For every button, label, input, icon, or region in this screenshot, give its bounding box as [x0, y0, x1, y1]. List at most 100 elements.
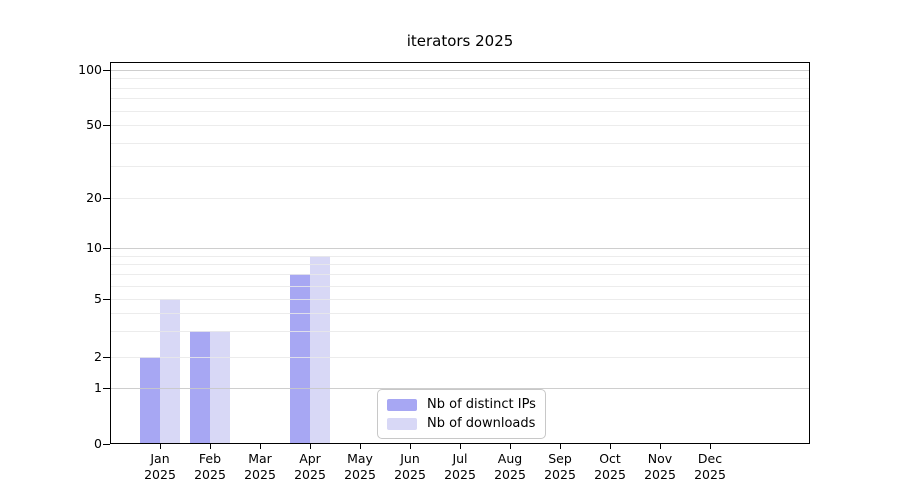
x-tick-month: Jan [150, 451, 170, 466]
bar-distinct-ips-jan [140, 357, 160, 444]
y-tick-label: 2 [94, 349, 102, 364]
y-tick-label: 20 [86, 190, 102, 205]
x-tick-label: Jun 2025 [380, 451, 440, 482]
x-tick-mark [510, 444, 511, 449]
x-tick-month: Sep [548, 451, 572, 466]
x-tick-year: 2025 [144, 466, 176, 482]
legend-swatch-downloads [387, 417, 417, 430]
x-tick-label: Aug 2025 [480, 451, 540, 482]
x-tick-label: Oct 2025 [580, 451, 640, 482]
y-gridline-minor [110, 357, 810, 358]
plot-spine-right [809, 62, 810, 444]
legend-label-distinct-ips: Nb of distinct IPs [427, 397, 536, 412]
y-tick-label: 5 [94, 291, 102, 306]
y-tick-label: 10 [86, 240, 102, 255]
y-tick-label: 0 [94, 436, 102, 451]
y-gridline-minor [110, 331, 810, 332]
y-tick-mark [103, 70, 110, 71]
x-tick-year: 2025 [294, 466, 326, 482]
y-gridline-minor [110, 98, 810, 99]
y-tick-mark [103, 444, 110, 445]
y-tick-mark [103, 388, 110, 389]
x-tick-year: 2025 [644, 466, 676, 482]
x-tick-label: Mar 2025 [230, 451, 290, 482]
x-tick-mark [260, 444, 261, 449]
y-gridline-minor [110, 125, 810, 126]
x-tick-mark [710, 444, 711, 449]
plot-spine-top [110, 62, 810, 63]
y-tick-mark [103, 125, 110, 126]
y-tick-mark [103, 357, 110, 358]
y-gridline-minor [110, 198, 810, 199]
legend-label-downloads: Nb of downloads [427, 416, 536, 431]
plot-spine-left [110, 62, 111, 444]
bar-downloads-apr [310, 255, 330, 444]
x-tick-mark [160, 444, 161, 449]
y-gridline-minor [110, 78, 810, 79]
x-tick-mark [210, 444, 211, 449]
x-tick-month: Oct [599, 451, 621, 466]
y-tick-label: 1 [94, 380, 102, 395]
x-tick-year: 2025 [444, 466, 476, 482]
x-tick-month: Apr [299, 451, 321, 466]
x-tick-month: Aug [497, 451, 523, 466]
x-tick-month: Nov [647, 451, 673, 466]
x-tick-label: Dec 2025 [680, 451, 740, 482]
bar-downloads-feb [210, 331, 230, 444]
bar-distinct-ips-feb [190, 331, 210, 444]
y-gridline-minor [110, 313, 810, 314]
x-tick-label: Feb 2025 [180, 451, 240, 482]
x-tick-month: Feb [198, 451, 222, 466]
y-tick-mark [103, 299, 110, 300]
legend: Nb of distinct IPs Nb of downloads [377, 389, 546, 439]
x-tick-year: 2025 [394, 466, 426, 482]
x-tick-year: 2025 [244, 466, 276, 482]
x-tick-mark [410, 444, 411, 449]
y-gridline-minor [110, 111, 810, 112]
plot-area: Nb of distinct IPs Nb of downloads 0 1 2 5 1… [78, 62, 810, 482]
y-gridline-minor [110, 166, 810, 167]
x-tick-label: Nov 2025 [630, 451, 690, 482]
y-tick-label: 100 [78, 62, 102, 77]
x-tick-year: 2025 [494, 466, 526, 482]
x-tick-mark [660, 444, 661, 449]
y-gridline-minor [110, 256, 810, 257]
chart-title: iterators 2025 [406, 32, 514, 50]
x-tick-year: 2025 [344, 466, 376, 482]
x-tick-label: Jul 2025 [430, 451, 490, 482]
x-tick-month: May [347, 451, 373, 466]
x-tick-month: Jun [400, 451, 420, 466]
y-tick-mark [103, 248, 110, 249]
y-gridline-minor [110, 299, 810, 300]
y-tick-label: 50 [86, 117, 102, 132]
x-tick-label: May 2025 [330, 451, 390, 482]
y-gridline-minor [110, 286, 810, 287]
x-tick-mark [360, 444, 361, 449]
x-tick-month: Jul [452, 451, 468, 466]
bar-downloads-jan [160, 299, 180, 444]
x-tick-mark [560, 444, 561, 449]
legend-swatch-distinct-ips [387, 398, 417, 411]
y-tick-mark [103, 198, 110, 199]
x-tick-year: 2025 [594, 466, 626, 482]
x-tick-year: 2025 [194, 466, 226, 482]
x-tick-year: 2025 [694, 466, 726, 482]
bar-distinct-ips-apr [290, 274, 310, 444]
y-gridline-minor [110, 143, 810, 144]
plot-spine-bottom [110, 443, 810, 444]
y-gridline-minor [110, 88, 810, 89]
x-tick-label: Apr 2025 [280, 451, 340, 482]
legend-item-distinct-ips: Nb of distinct IPs [387, 395, 537, 414]
x-tick-label: Sep 2025 [530, 451, 590, 482]
y-gridline-minor [110, 264, 810, 265]
x-tick-month: Mar [248, 451, 272, 466]
x-tick-mark [460, 444, 461, 449]
y-gridline-major [110, 248, 810, 249]
y-gridline-minor [110, 274, 810, 275]
x-tick-mark [610, 444, 611, 449]
legend-item-downloads: Nb of downloads [387, 414, 537, 433]
x-tick-year: 2025 [544, 466, 576, 482]
y-gridline-major [110, 388, 810, 389]
x-tick-label: Jan 2025 [130, 451, 190, 482]
